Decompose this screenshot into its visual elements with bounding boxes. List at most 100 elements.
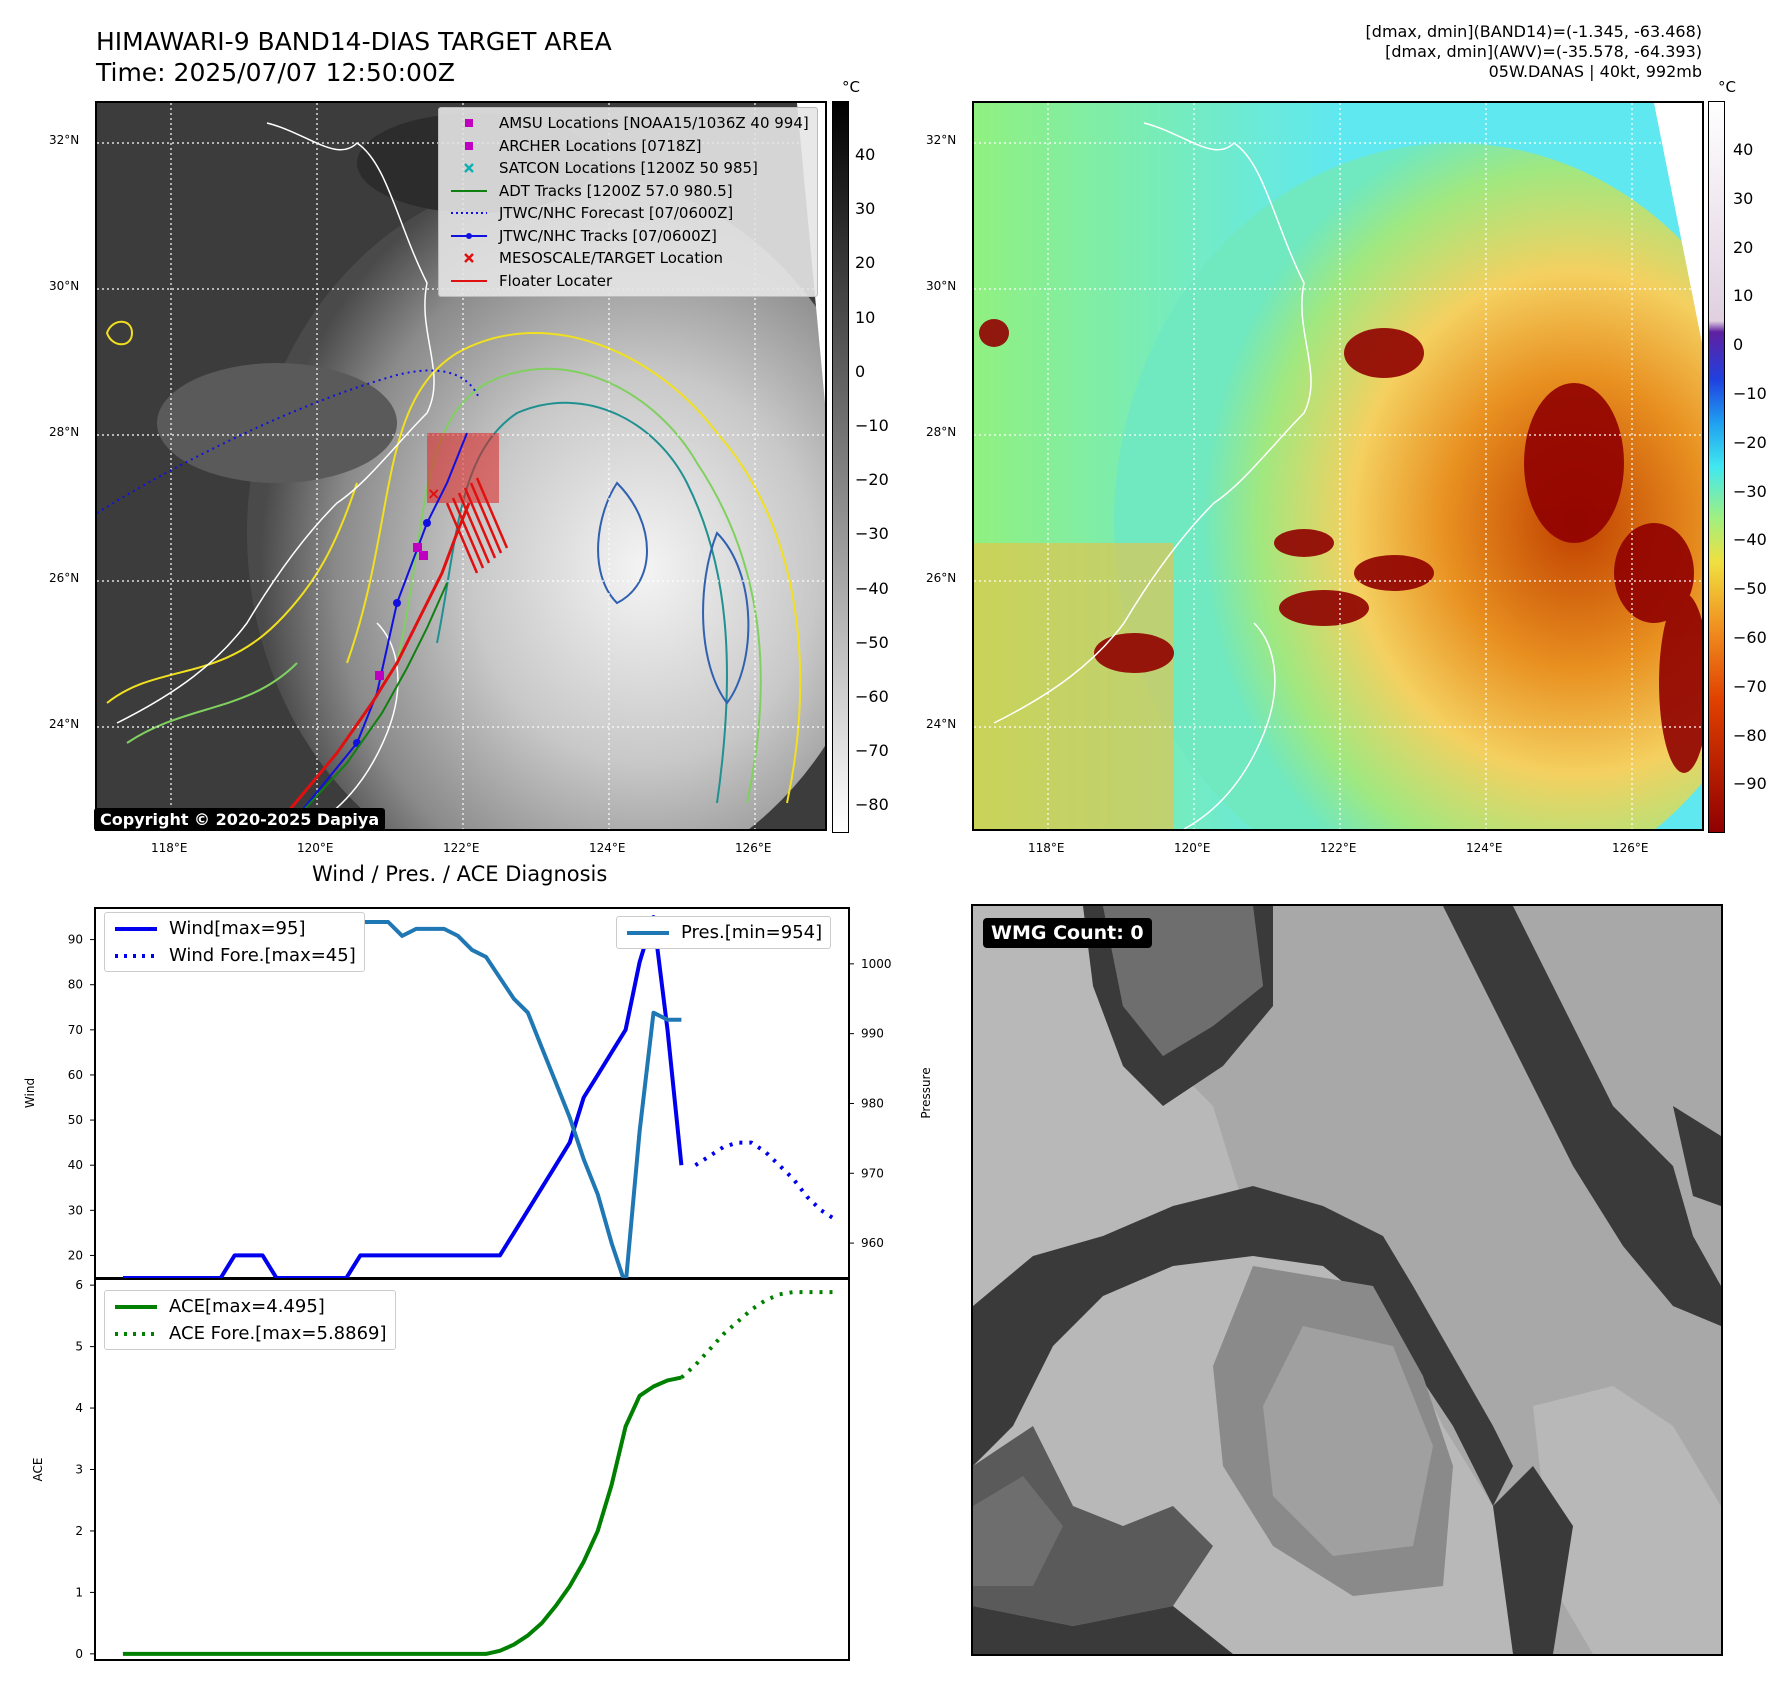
lat-tick-label: 32°N <box>926 133 957 147</box>
lat-tick-label: 28°N <box>49 425 80 439</box>
awv-colorbar-unit: °C <box>1718 78 1736 96</box>
legend-line-icon <box>115 926 157 931</box>
wind-ytick-label: 80 <box>68 978 83 992</box>
map-legend-label: MESOSCALE/TARGET Location <box>499 249 724 267</box>
legend-line-icon <box>627 930 669 935</box>
wmg-count-badge: WMG Count: 0 <box>983 918 1152 948</box>
ir-colorbar-tick: 10 <box>855 307 876 327</box>
legend-symbol-icon <box>451 212 487 215</box>
pressure-ytick-label: 980 <box>861 1096 884 1110</box>
lon-tick-label: 126°E <box>1612 841 1649 855</box>
chart-legend-entry: Pres.[min=954] <box>625 919 822 946</box>
awv-colorbar-tick: −10 <box>1733 384 1767 403</box>
ir-colorbar-tick: −60 <box>855 687 889 706</box>
awv-range: [dmax, dmin](AWV)=(-35.578, -64.393) <box>1385 42 1702 61</box>
map-legend: AMSU Locations [NOAA15/1036Z 40 994] ARCH… <box>438 107 818 297</box>
map-legend-label: ADT Tracks [1200Z 57.0 980.5] <box>499 181 733 200</box>
ace-ytick-label: 2 <box>75 1524 83 1538</box>
lat-tick-label: 30°N <box>926 279 957 293</box>
pressure-ytick-label: 1000 <box>861 957 892 971</box>
legend-symbol-icon <box>465 119 473 128</box>
awv-colorbar-tick: 10 <box>1733 286 1754 306</box>
legend-symbol-icon <box>464 163 474 174</box>
map-legend-label: JTWC/NHC Forecast [07/0600Z] <box>499 204 734 222</box>
lat-tick-label: 32°N <box>49 133 80 147</box>
awv-map-panel <box>972 101 1704 831</box>
wind-ytick-label: 20 <box>68 1248 83 1262</box>
map-legend-label: AMSU Locations [NOAA15/1036Z 40 994] <box>499 114 809 132</box>
map-legend-entry: AMSU Locations [NOAA15/1036Z 40 994] <box>447 112 809 135</box>
wind-forecast-series-line <box>694 1140 837 1221</box>
ace-forecast-series-line <box>680 1290 835 1380</box>
legend-symbol-icon <box>465 141 473 150</box>
chart-legend-entry: Wind Fore.[max=45] <box>113 942 356 969</box>
wmg-panel <box>971 904 1723 1656</box>
pressure-axis-label: Pressure <box>919 1067 933 1118</box>
ir-colorbar-tick: −10 <box>855 416 889 435</box>
legend-line-icon <box>115 953 157 958</box>
lat-tick-label: 24°N <box>926 717 957 731</box>
ir-colorbar-tick: −40 <box>855 578 889 598</box>
chart-legend-label: ACE Fore.[max=5.8869] <box>169 1323 387 1344</box>
awv-colorbar-tick: −20 <box>1733 432 1767 452</box>
awv-colorbar-tick: 40 <box>1733 140 1754 159</box>
lon-tick-label: 122°E <box>1320 841 1357 855</box>
ace-ytick-label: 0 <box>75 1647 83 1661</box>
legend-line-icon <box>115 1304 157 1309</box>
wind-ytick-label: 70 <box>68 1023 83 1037</box>
legend-symbol-icon <box>451 232 487 239</box>
ir-colorbar-tick: 40 <box>855 145 876 164</box>
ace-ytick-label: 6 <box>75 1278 83 1292</box>
ace-ytick-label: 3 <box>75 1463 83 1477</box>
lon-tick-label: 126°E <box>735 841 772 855</box>
wmg-image <box>973 906 1721 1654</box>
ace-ytick-label: 4 <box>75 1401 83 1415</box>
ace-ytick-label: 5 <box>75 1340 83 1354</box>
lon-tick-label: 118°E <box>151 841 188 855</box>
pressure-ytick-label: 990 <box>861 1027 884 1041</box>
lat-tick-label: 26°N <box>926 571 957 585</box>
lat-tick-label: 26°N <box>49 571 80 585</box>
lon-tick-label: 124°E <box>1466 841 1503 855</box>
legend-symbol-icon <box>451 189 487 192</box>
awv-colorbar-tick: −40 <box>1733 530 1767 550</box>
ace-axis-label: ACE <box>31 1458 45 1482</box>
wind-ytick-label: 50 <box>68 1113 83 1127</box>
diagnosis-title: Wind / Pres. / ACE Diagnosis <box>312 862 608 886</box>
lon-tick-label: 120°E <box>1174 841 1211 855</box>
map-legend-entry: MESOSCALE/TARGET Location <box>447 247 809 270</box>
map-legend-entry: JTWC/NHC Forecast [07/0600Z] <box>447 202 809 225</box>
awv-colorbar-tick: −80 <box>1733 725 1767 745</box>
awv-colorbar-tick: −30 <box>1733 481 1767 501</box>
storm-info: 05W.DANAS | 40kt, 992mb <box>1488 62 1702 81</box>
wind-ytick-label: 30 <box>68 1203 83 1217</box>
title-line-2: Time: 2025/07/07 12:50:00Z <box>96 58 455 87</box>
lon-tick-label: 120°E <box>297 841 334 855</box>
chart-legend-entry: Wind[max=95] <box>113 915 356 942</box>
wind-axis-label: Wind <box>23 1078 37 1108</box>
lon-tick-label: 122°E <box>443 841 480 855</box>
figure-title: HIMAWARI-9 BAND14-DIAS TARGET AREA Time:… <box>96 26 612 88</box>
chart-legend-label: Wind Fore.[max=45] <box>169 945 356 966</box>
map-legend-entry: JTWC/NHC Tracks [07/0600Z] <box>447 225 809 248</box>
awv-colorbar-tick: −60 <box>1733 628 1767 647</box>
lat-tick-label: 30°N <box>49 279 80 293</box>
chart-legend-label: Pres.[min=954] <box>681 922 823 943</box>
ace-series-line <box>122 1375 682 1656</box>
awv-colorbar-tick: 30 <box>1733 188 1754 208</box>
ir-colorbar-tick: −70 <box>855 741 889 761</box>
awv-colorbar-tick: 20 <box>1733 237 1754 257</box>
ir-colorbar-tick: −20 <box>855 470 889 490</box>
ir-colorbar-tick: 0 <box>855 361 866 381</box>
wind-ytick-label: 40 <box>68 1158 83 1172</box>
title-line-1: HIMAWARI-9 BAND14-DIAS TARGET AREA <box>96 27 612 56</box>
ir-colorbar-unit: °C <box>842 78 860 96</box>
awv-map-image <box>974 103 1702 829</box>
wind-ytick-label: 90 <box>68 933 83 947</box>
chart-legend-entry: ACE[max=4.495] <box>113 1293 387 1320</box>
legend-line-icon <box>115 1331 157 1336</box>
awv-colorbar <box>1708 101 1725 833</box>
ace-ytick-label: 1 <box>75 1585 83 1599</box>
map-legend-entry: SATCON Locations [1200Z 50 985] <box>447 157 809 180</box>
chart-legend-label: Wind[max=95] <box>169 918 306 939</box>
